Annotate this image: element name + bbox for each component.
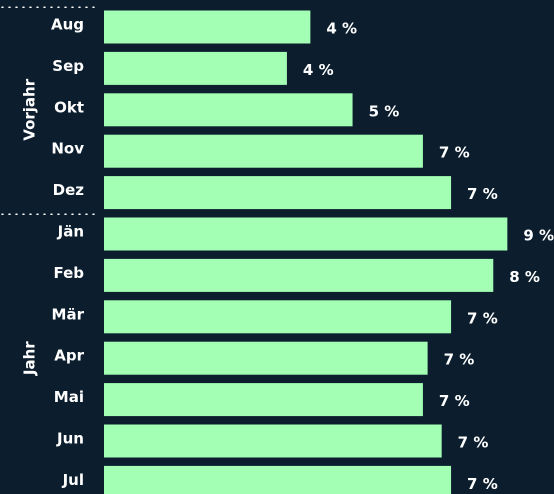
category-label: Sep bbox=[52, 57, 84, 75]
category-label: Dez bbox=[53, 181, 85, 199]
category-label: Mai bbox=[54, 388, 84, 406]
value-label: 8 % bbox=[509, 268, 540, 286]
bar bbox=[104, 383, 423, 417]
value-label: 7 % bbox=[444, 351, 475, 369]
group-label: Jahr bbox=[21, 341, 39, 376]
value-label: 7 % bbox=[467, 309, 498, 327]
bar bbox=[104, 51, 287, 85]
category-label: Jun bbox=[56, 430, 84, 448]
category-label: Okt bbox=[54, 98, 84, 116]
bar bbox=[104, 258, 494, 292]
category-label: Jul bbox=[62, 471, 84, 489]
bar bbox=[104, 465, 452, 494]
value-label: 7 % bbox=[467, 185, 498, 203]
value-label: 7 % bbox=[467, 475, 498, 493]
bar bbox=[104, 341, 428, 375]
category-label: Aug bbox=[51, 16, 84, 34]
category-label: Nov bbox=[51, 140, 84, 158]
value-label: 4 % bbox=[303, 61, 334, 79]
category-label: Mär bbox=[52, 305, 85, 323]
value-label: 7 % bbox=[458, 434, 489, 452]
bar bbox=[104, 10, 311, 44]
bar bbox=[104, 424, 442, 458]
bar bbox=[104, 93, 353, 127]
value-label: 4 % bbox=[326, 20, 357, 38]
bar bbox=[104, 217, 508, 251]
bar bbox=[104, 176, 452, 210]
category-label: Jän bbox=[57, 223, 84, 241]
value-label: 5 % bbox=[369, 102, 400, 120]
category-label: Feb bbox=[53, 264, 84, 282]
value-label: 7 % bbox=[439, 144, 470, 162]
bar bbox=[104, 134, 423, 168]
category-label: Apr bbox=[54, 347, 84, 365]
group-label: Vorjahr bbox=[21, 78, 39, 140]
value-label: 9 % bbox=[523, 227, 554, 245]
value-label: 7 % bbox=[439, 392, 470, 410]
bar bbox=[104, 300, 452, 334]
